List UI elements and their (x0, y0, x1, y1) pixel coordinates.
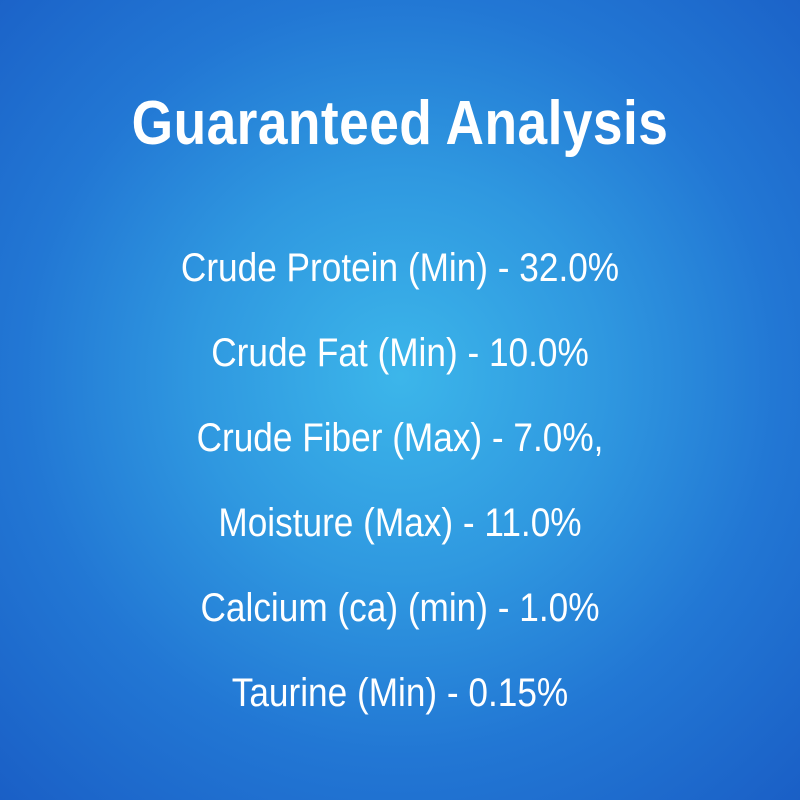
analysis-item-crude-fat: Crude Fat (Min) - 10.0% (211, 331, 589, 375)
analysis-item-moisture: Moisture (Max) - 11.0% (218, 501, 582, 545)
analysis-item-taurine: Taurine (Min) - 0.15% (231, 671, 569, 715)
analysis-item-crude-fiber: Crude Fiber (Max) - 7.0%, (196, 416, 604, 460)
analysis-item-crude-protein: Crude Protein (Min) - 32.0% (180, 246, 620, 290)
page-title: Guaranteed Analysis (131, 89, 669, 158)
analysis-item-calcium: Calcium (ca) (min) - 1.0% (200, 586, 600, 630)
analysis-list: Crude Protein (Min) - 32.0% Crude Fat (M… (0, 240, 800, 750)
